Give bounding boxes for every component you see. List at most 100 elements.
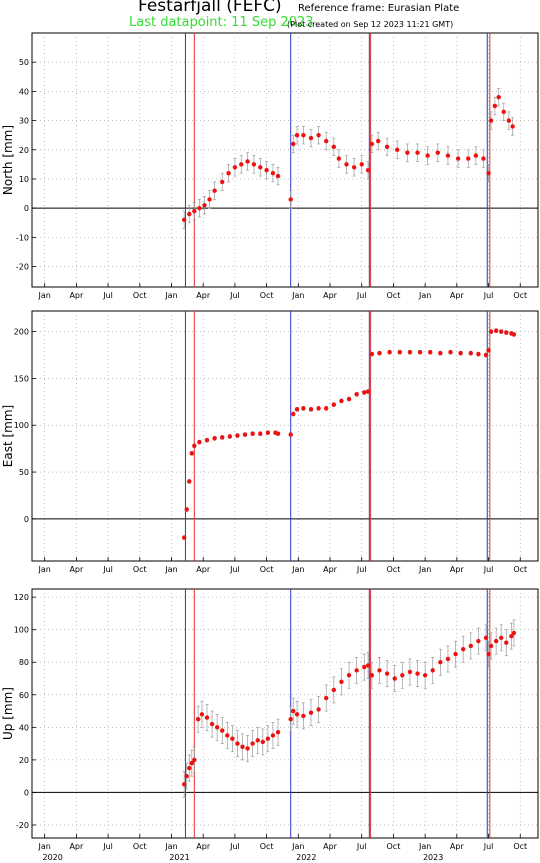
y-tick-label: 60 (19, 691, 29, 700)
data-point (458, 350, 463, 356)
x-tick-label: Jul (356, 565, 367, 574)
data-point (324, 695, 329, 701)
x-tick-label: Jan (164, 291, 177, 300)
x-tick-label: Apr (450, 565, 465, 574)
data-point (504, 640, 509, 645)
x-tick-label: Jul (483, 842, 494, 851)
data-point (181, 535, 187, 540)
data-point (316, 132, 321, 138)
data-point (197, 439, 202, 445)
data-point (232, 165, 238, 170)
data-point (509, 633, 514, 639)
x-tick-label: Jan (164, 842, 177, 851)
data-point (202, 203, 207, 208)
x-year-label: 2022 (296, 853, 316, 862)
data-point (192, 443, 197, 449)
x-tick-label: Oct (387, 842, 401, 851)
data-point (468, 350, 473, 356)
plot-frame (31, 310, 539, 562)
data-point (486, 348, 491, 353)
x-tick-label: Jan (164, 565, 177, 574)
data-point (288, 716, 293, 722)
data-point (400, 673, 405, 678)
data-point (204, 438, 210, 443)
data-point (245, 746, 250, 751)
data-point (275, 173, 281, 179)
data-point (199, 712, 205, 717)
data-point (294, 132, 300, 138)
data-point (430, 668, 435, 673)
y-tick-label: 20 (19, 756, 29, 765)
panel-1: Jan Apr Jul Oct Jan Apr Jul Oct Jan Apr Jul Oct Jan A… (1, 32, 539, 300)
y-tick-label: 40 (19, 87, 29, 96)
x-tick-label: Oct (387, 565, 401, 574)
data-point (387, 349, 392, 355)
y-axis-label: East [mm] (1, 405, 15, 467)
x-tick-label: Apr (323, 291, 338, 300)
data-point (445, 656, 451, 662)
data-point (506, 118, 512, 123)
data-point (301, 132, 306, 138)
data-point (428, 349, 433, 355)
data-point (220, 435, 225, 440)
data-point (316, 707, 321, 712)
data-point (493, 638, 499, 644)
data-point (384, 144, 390, 150)
y-tick-label: 20 (19, 146, 29, 155)
x-tick-label: Oct (133, 291, 147, 300)
data-point (288, 432, 293, 437)
data-point (316, 406, 321, 411)
data-point (265, 430, 271, 435)
x-tick-label: Jul (483, 291, 494, 300)
data-point (376, 138, 381, 144)
data-point (492, 103, 498, 109)
data-point (260, 739, 266, 745)
data-point (187, 211, 192, 217)
data-point (486, 170, 491, 176)
x-tick-label: Jan (38, 842, 51, 851)
data-point (220, 728, 225, 733)
data-point (184, 507, 189, 512)
data-point (354, 668, 359, 673)
data-point (499, 329, 504, 334)
data-point (369, 351, 375, 357)
x-tick-label: Apr (450, 291, 465, 300)
data-point (377, 350, 382, 356)
data-point (212, 188, 217, 193)
data-point (207, 197, 212, 202)
data-point (488, 118, 494, 123)
data-point (365, 663, 371, 668)
x-tick-label: Apr (323, 565, 338, 574)
data-point (324, 406, 329, 411)
data-point (488, 329, 494, 334)
y-tick-label: 150 (14, 374, 29, 383)
data-point (417, 349, 423, 355)
x-tick-label: Jul (229, 291, 240, 300)
data-point (499, 635, 504, 641)
data-point (405, 150, 410, 155)
data-point (235, 433, 240, 438)
panel-3: Jan Apr Jul Oct Jan Apr Jul Oct Jan Apr Jul Oct Jan A… (1, 588, 539, 862)
x-tick-label: Jul (356, 291, 367, 300)
data-point (493, 328, 499, 333)
data-point (486, 651, 491, 657)
x-tick-label: Jul (229, 842, 240, 851)
data-point (308, 407, 314, 412)
plot-created-label: (Plot created on Sep 12 2023 11:21 GMT) (287, 20, 454, 29)
data-point (294, 407, 300, 412)
x-tick-label: Oct (133, 842, 147, 851)
x-tick-label: Apr (196, 291, 211, 300)
data-point (291, 708, 296, 714)
x-tick-label: Oct (513, 565, 527, 574)
data-point (195, 716, 201, 722)
data-point (308, 710, 314, 715)
data-point (346, 396, 352, 402)
data-point (496, 95, 501, 100)
y-tick-label: 30 (19, 117, 29, 126)
data-point (209, 721, 215, 727)
data-point (415, 671, 420, 676)
y-tick-label: 120 (14, 593, 29, 602)
data-point (369, 141, 375, 147)
data-point (448, 349, 453, 355)
data-point (242, 432, 248, 437)
